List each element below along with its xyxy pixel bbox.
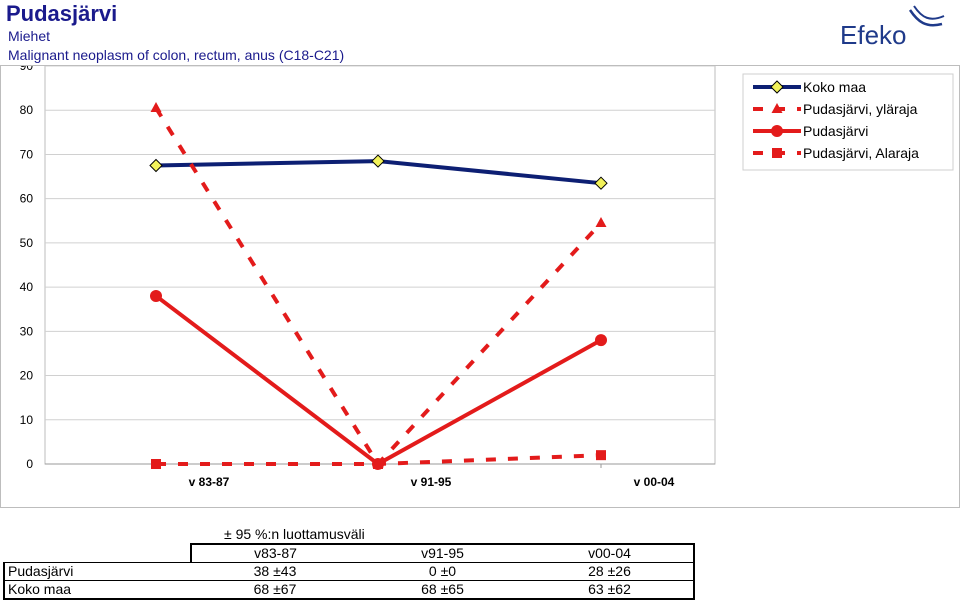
plot-area <box>44 65 716 465</box>
data-point-square <box>151 459 161 469</box>
ci-cell: 28 ±26 <box>526 562 695 581</box>
ci-table: v83-87 v91-95 v00-04 Pudasjärvi 38 ±43 0… <box>3 543 695 600</box>
ci-cell: 0 ±0 <box>359 562 526 581</box>
x-tick-label: v 91-95 <box>411 475 452 489</box>
ci-table-corner <box>4 544 191 563</box>
y-tick-label: 50 <box>20 236 34 250</box>
data-point-circle <box>771 125 783 137</box>
y-tick-label: 60 <box>20 192 34 206</box>
data-point-diamond <box>371 154 385 168</box>
ci-table-row: Koko maa 68 ±67 68 ±65 63 ±62 <box>3 580 695 600</box>
ci-table-row: Pudasjärvi 38 ±43 0 ±0 28 ±26 <box>3 562 695 581</box>
ci-col-header: v00-04 <box>526 543 695 563</box>
data-point-square <box>373 459 383 469</box>
data-point-circle <box>595 334 607 347</box>
y-tick-label: 0 <box>26 457 33 471</box>
legend-label: Pudasjärvi, yläraja <box>803 101 918 117</box>
ci-cell: 38 ±43 <box>191 562 359 581</box>
gender-subtitle: Miehet <box>8 28 51 44</box>
legend: Koko maa Pudasjärvi, yläraja Pudasjärvi Pud… <box>742 73 954 171</box>
y-tick-label: 40 <box>20 280 34 294</box>
ci-cell: 63 ±62 <box>526 580 695 600</box>
ci-col-header: v91-95 <box>359 543 526 563</box>
ci-row-label: Pudasjärvi <box>3 562 191 581</box>
series-layer <box>149 102 608 470</box>
line-chart: 0 10 20 30 40 50 60 70 80 90 v 83-87 v 91-95 v 00-04… <box>20 59 954 489</box>
data-point-square <box>596 450 606 461</box>
ci-row-label: Koko maa <box>3 580 191 600</box>
data-point-triangle <box>771 103 783 113</box>
y-tick-label: 70 <box>20 147 34 161</box>
y-tick-label: 90 <box>20 66 34 73</box>
x-tick-label: v 83-87 <box>189 475 230 489</box>
data-point-diamond <box>594 176 608 190</box>
data-point-circle <box>150 289 162 302</box>
ci-cell: 68 ±65 <box>359 580 526 600</box>
ci-cell: 68 ±67 <box>191 580 359 600</box>
grid-layer <box>44 65 716 465</box>
x-tick-label: v 00-04 <box>634 475 675 489</box>
data-point-triangle <box>150 102 162 113</box>
legend-label: Koko maa <box>803 79 866 95</box>
data-point-diamond <box>770 80 784 94</box>
ci-table-title: ± 95 %:n luottamusväli <box>224 526 365 542</box>
data-point-diamond <box>149 158 163 173</box>
data-point-triangle <box>595 216 607 227</box>
ci-table-header-row: v83-87 v91-95 v00-04 <box>4 543 695 563</box>
legend-label: Pudasjärvi, Alaraja <box>803 145 919 161</box>
efeko-logo: Efeko <box>840 5 945 50</box>
data-point-square <box>772 148 782 158</box>
y-tick-label: 80 <box>20 103 34 117</box>
y-tick-label: 10 <box>20 413 34 427</box>
logo-swoosh-icon <box>908 9 943 27</box>
ci-col-header: v83-87 <box>190 543 359 563</box>
diagnosis-subtitle: Malignant neoplasm of colon, rectum, anu… <box>8 47 345 63</box>
page-title: Pudasjärvi <box>6 1 118 26</box>
y-tick-label: 20 <box>20 369 34 383</box>
y-tick-label: 30 <box>20 324 34 338</box>
efeko-logo-text: Efeko <box>840 20 907 50</box>
logo-swoosh-icon-2 <box>913 5 945 20</box>
legend-label: Pudasjärvi <box>803 123 868 139</box>
chart-frame: 0 10 20 30 40 50 60 70 80 90 v 83-87 v 91-95 v 00-04… <box>0 59 960 508</box>
